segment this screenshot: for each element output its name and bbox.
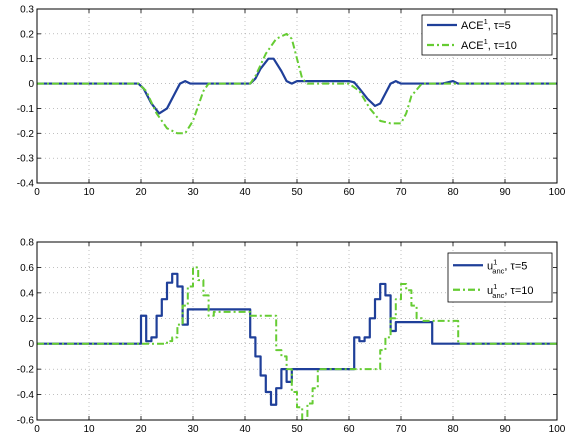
y-tick-label: 0.8 — [20, 238, 34, 249]
y-tick-label: -0.1 — [17, 104, 35, 115]
y-tick-label: 0.2 — [20, 314, 34, 325]
y-tick-label: -0.2 — [17, 365, 35, 376]
x-tick-label: 0 — [34, 424, 40, 435]
x-tick-label: 30 — [187, 187, 199, 198]
y-tick-label: 0.2 — [20, 29, 34, 40]
legend-label: u1 anc, τ=10 — [487, 282, 534, 300]
y-tick-label: 0.3 — [20, 5, 34, 16]
series-line-tau-5 — [37, 57, 557, 115]
x-tick-label: 70 — [395, 424, 407, 435]
x-tick-label: 60 — [343, 424, 355, 435]
legend: u1 anc, τ=5 u1 anc, τ=10 — [447, 252, 553, 303]
y-tick-label: -0.4 — [17, 179, 35, 190]
series-line-tau-5 — [37, 272, 557, 406]
y-tick-label: 0 — [28, 339, 34, 350]
x-tick-label: 30 — [187, 424, 199, 435]
x-tick-label: 20 — [135, 187, 147, 198]
x-tick-label: 90 — [499, 424, 511, 435]
y-tick-label: -0.2 — [17, 129, 35, 140]
legend-label: ACE1, τ=5 — [461, 17, 511, 32]
x-tick-label: 80 — [447, 424, 459, 435]
x-tick-label: 50 — [291, 424, 303, 435]
series-line-tau-10 — [37, 266, 557, 420]
y-tick-label: 0 — [28, 79, 34, 90]
lower-chart: 0 10 20 30 40 50 60 70 80 90 100 -0.6 -0.4 -0.2 0 0.2 0.… — [17, 238, 566, 436]
y-tick-label: -0.3 — [17, 154, 35, 165]
upper-chart: 0 10 20 30 40 50 60 70 80 90 100 -0.4 -0.3 -0.2 -0.1 0 0… — [17, 5, 566, 199]
x-tick-label: 100 — [549, 187, 566, 198]
y-tick-label: 0.1 — [20, 54, 34, 65]
x-tick-label: 0 — [34, 187, 40, 198]
legend: ACE1, τ=5 ACE1, τ=10 — [421, 14, 553, 56]
x-tick-label: 100 — [549, 424, 566, 435]
x-tick-label: 40 — [239, 424, 251, 435]
x-tick-label: 60 — [343, 187, 355, 198]
axes-frame — [36, 241, 558, 421]
y-tick-label: 0.6 — [20, 263, 34, 274]
y-tick-label: -0.4 — [17, 390, 35, 401]
axes-frame — [36, 8, 558, 184]
legend-label: u1 anc, τ=5 — [487, 257, 527, 275]
y-tick-label: 0.4 — [20, 288, 34, 299]
x-tick-label: 70 — [395, 187, 407, 198]
legend-label: ACE1, τ=10 — [461, 37, 517, 52]
legend-box — [447, 252, 553, 303]
x-tick-label: 80 — [447, 187, 459, 198]
x-tick-label: 40 — [239, 187, 251, 198]
x-tick-label: 90 — [499, 187, 511, 198]
x-tick-label: 50 — [291, 187, 303, 198]
x-tick-label: 20 — [135, 424, 147, 435]
x-tick-label: 10 — [83, 187, 95, 198]
legend-box — [421, 14, 553, 56]
x-tick-label: 10 — [83, 424, 95, 435]
y-tick-label: -0.6 — [17, 416, 35, 427]
